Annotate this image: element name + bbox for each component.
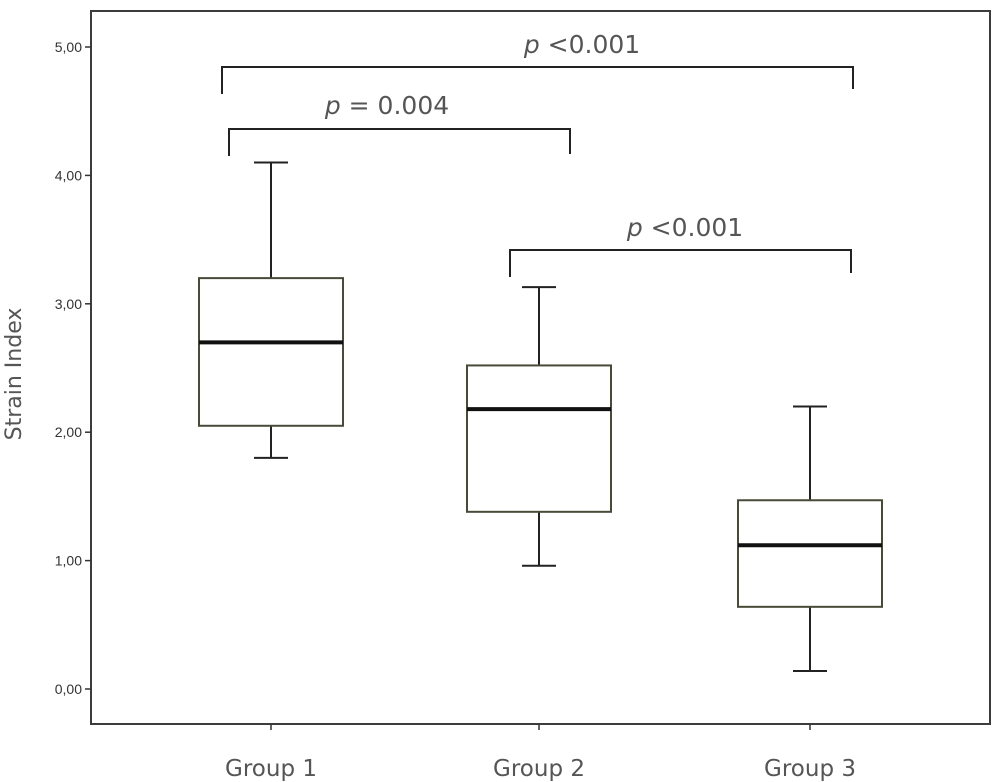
box-group [466,286,612,567]
significance-label: p <0.001 [523,30,640,59]
significance-label: p = 0.004 [324,91,449,120]
y-axis-title: Strain Index [2,308,27,441]
interquartile-box [737,499,883,608]
p-symbol: p [523,30,540,59]
box-series [198,161,883,673]
y-tick-label: 0,00 [55,681,82,697]
p-symbol: p [324,91,341,120]
y-tick-label: 5,00 [55,39,82,55]
y-tick-label: 4,00 [55,167,82,183]
significance-bracket [509,249,852,277]
significance-bracket-group: p = 0.004 [228,91,571,156]
x-tick-label: Group 2 [493,756,585,782]
x-tick-label: Group 3 [764,756,856,782]
significance-bracket [228,128,571,156]
interquartile-box [198,277,344,427]
y-tick-label: 2,00 [55,424,82,440]
significance-label: p <0.001 [626,213,743,242]
p-value: <0.001 [540,30,640,59]
p-symbol: p [626,213,643,242]
box-group [737,405,883,673]
box-group [198,161,344,459]
p-value: <0.001 [643,213,743,242]
p-value: = 0.004 [341,91,449,120]
y-tick-label: 3,00 [55,296,82,312]
x-axis-ticks: Group 1 Group 2 Group 3 [225,724,856,782]
y-axis-ticks: 0,00 1,00 2,00 3,00 4,00 5,00 [55,39,91,697]
x-tick-label: Group 1 [225,756,317,782]
interquartile-box [466,364,612,513]
y-tick-label: 1,00 [55,553,82,569]
significance-bracket-group: p <0.001 [509,213,852,277]
significance-bracket-group: p <0.001 [221,30,854,94]
significance-bracket [221,66,854,94]
plot-frame [90,10,991,725]
